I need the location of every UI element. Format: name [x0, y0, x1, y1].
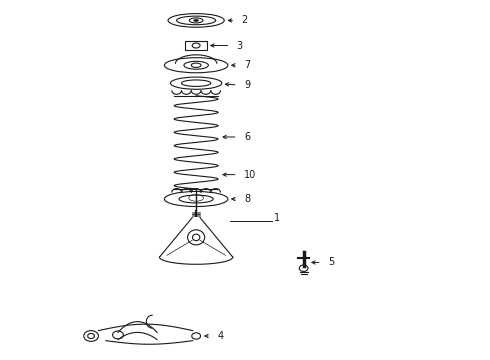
Text: 10: 10 — [244, 170, 256, 180]
Text: 2: 2 — [242, 15, 248, 26]
Text: 6: 6 — [244, 132, 250, 142]
Text: 5: 5 — [328, 257, 334, 267]
Ellipse shape — [194, 19, 198, 22]
Text: 4: 4 — [217, 331, 223, 341]
Text: 9: 9 — [244, 80, 250, 90]
Text: 7: 7 — [244, 60, 250, 70]
Text: 3: 3 — [237, 41, 243, 50]
Text: 1: 1 — [274, 213, 280, 222]
Text: 8: 8 — [244, 194, 250, 204]
